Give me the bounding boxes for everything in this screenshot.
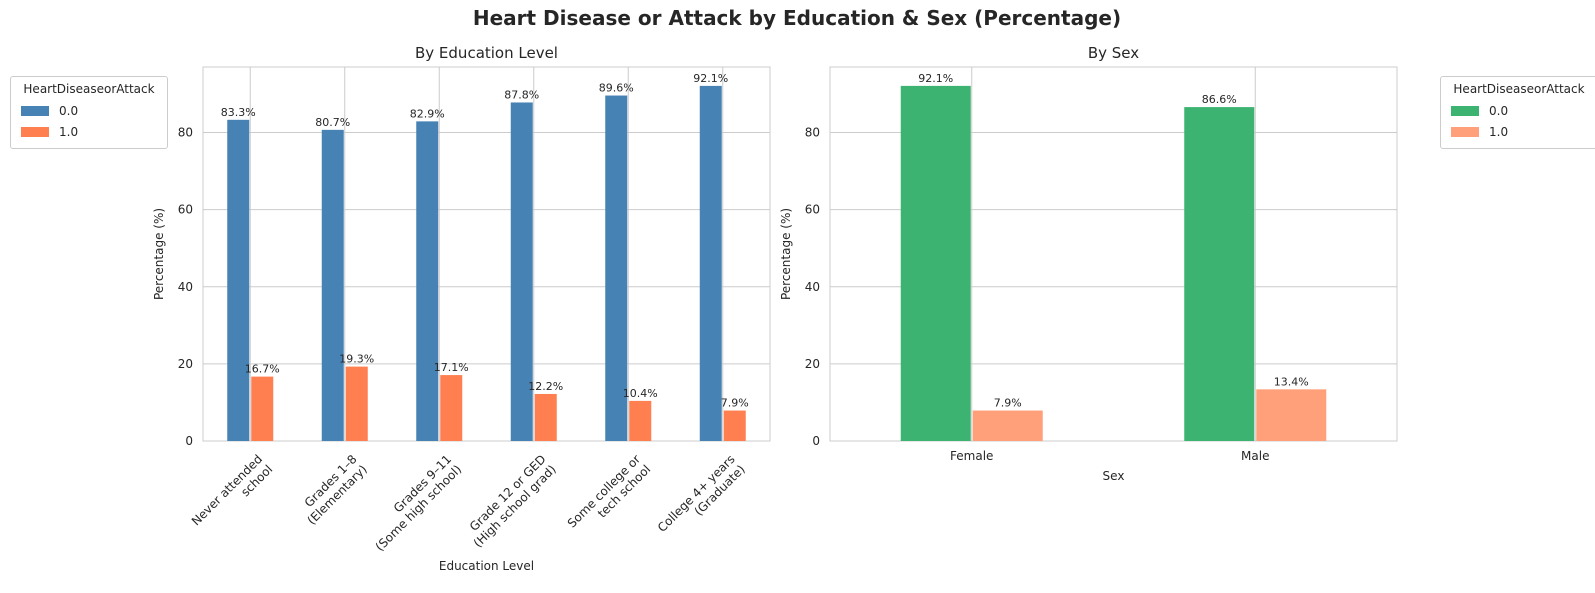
y-tick-label: 0 <box>185 434 193 448</box>
bar-series-1 <box>972 410 1043 441</box>
data-label: 17.1% <box>434 361 469 374</box>
x-tick-label: Male <box>1241 449 1269 463</box>
plot-frame <box>202 66 771 442</box>
subplot-title: By Sex <box>1088 44 1139 62</box>
legend-label-0: 0.0 <box>59 103 79 118</box>
bar-series-0 <box>605 95 628 442</box>
legend-education: HeartDiseaseorAttack 0.0 1.0 <box>10 76 168 149</box>
bar-series-1 <box>1256 389 1327 441</box>
y-tick-label: 60 <box>805 203 820 217</box>
data-label: 10.4% <box>623 387 658 400</box>
bar-series-0 <box>699 85 722 441</box>
data-label: 80.7% <box>315 116 350 129</box>
x-tick-label: Some college ortech school <box>565 452 654 541</box>
data-label: 89.6% <box>599 82 634 95</box>
bar-series-0 <box>1184 107 1255 441</box>
bar-series-1 <box>440 375 463 441</box>
legend-entry-0: 0.0 <box>21 100 157 121</box>
x-tick-label: Grades 9–11(Some high school) <box>362 452 464 554</box>
bar-series-1 <box>534 393 557 441</box>
data-label: 12.2% <box>528 380 563 393</box>
data-label: 13.4% <box>1274 375 1309 388</box>
bar-series-0 <box>321 129 344 442</box>
legend-swatch-0 <box>21 105 49 116</box>
bar-series-1 <box>251 376 274 441</box>
data-label: 16.7% <box>245 363 280 376</box>
bar-series-0 <box>510 102 533 441</box>
subplot-title: By Education Level <box>415 44 558 62</box>
x-tick-label: Female <box>950 449 993 463</box>
x-tick-line: (Some high school) <box>373 462 465 554</box>
plot-education: 0 20 40 60 80 83.3% 80.7% 82.9% 87.8% 89.6% 92.1% 1… <box>152 44 771 573</box>
legend-entry-1: 1.0 <box>21 121 157 142</box>
data-label: 92.1% <box>918 72 953 85</box>
legend-entry-0: 0.0 <box>1451 100 1587 121</box>
legend-entry-1: 1.0 <box>1451 121 1587 142</box>
data-label: 82.9% <box>410 107 445 120</box>
y-tick-label: 60 <box>178 203 193 217</box>
data-label: 19.3% <box>339 353 374 366</box>
data-label: 7.9% <box>994 397 1022 410</box>
x-tick-label: Never attendedschool <box>189 452 276 539</box>
y-tick-label: 40 <box>178 280 193 294</box>
bar-series-0 <box>416 121 439 441</box>
plot-sex: 0 20 40 60 80 92.1% 86.6% 7.9% 13.4% Female Male By… <box>779 44 1398 483</box>
legend-swatch-1 <box>1451 126 1479 137</box>
y-tick-label: 20 <box>178 357 193 371</box>
legend-sex: HeartDiseaseorAttack 0.0 1.0 <box>1440 76 1595 149</box>
y-tick-label: 0 <box>812 434 820 448</box>
y-axis-label: Percentage (%) <box>779 208 793 300</box>
y-tick-label: 20 <box>805 357 820 371</box>
plot-frame <box>829 66 1398 442</box>
data-label: 83.3% <box>221 106 256 119</box>
bar-series-1 <box>723 410 746 441</box>
x-tick-label: College 4+ years(Graduate) <box>655 452 748 545</box>
figure-title: Heart Disease or Attack by Education & S… <box>473 6 1121 30</box>
legend-swatch-1 <box>21 126 49 137</box>
bar-series-1 <box>345 366 368 441</box>
data-label: 7.9% <box>721 397 749 410</box>
x-axis-label: Sex <box>1103 469 1125 483</box>
y-axis-label: Percentage (%) <box>152 208 166 300</box>
bar-series-0 <box>900 85 971 441</box>
x-tick-label: Grade 12 or GED(High school grad) <box>461 452 559 550</box>
y-tick-label: 80 <box>178 126 193 140</box>
legend-title: HeartDiseaseorAttack <box>23 82 155 96</box>
y-tick-label: 40 <box>805 280 820 294</box>
x-axis-label: Education Level <box>439 559 534 573</box>
data-label: 86.6% <box>1202 93 1237 106</box>
bar-series-0 <box>227 119 250 441</box>
legend-title: HeartDiseaseorAttack <box>1453 82 1585 96</box>
legend-label-0: 0.0 <box>1489 103 1509 118</box>
data-label: 92.1% <box>693 72 728 85</box>
legend-swatch-0 <box>1451 105 1479 116</box>
legend-label-1: 1.0 <box>1489 124 1509 139</box>
x-tick-label: Grades 1–8(Elementary) <box>294 452 370 528</box>
y-tick-label: 80 <box>805 126 820 140</box>
data-label: 87.8% <box>504 88 539 101</box>
bar-series-1 <box>629 400 652 441</box>
legend-label-1: 1.0 <box>59 124 79 139</box>
